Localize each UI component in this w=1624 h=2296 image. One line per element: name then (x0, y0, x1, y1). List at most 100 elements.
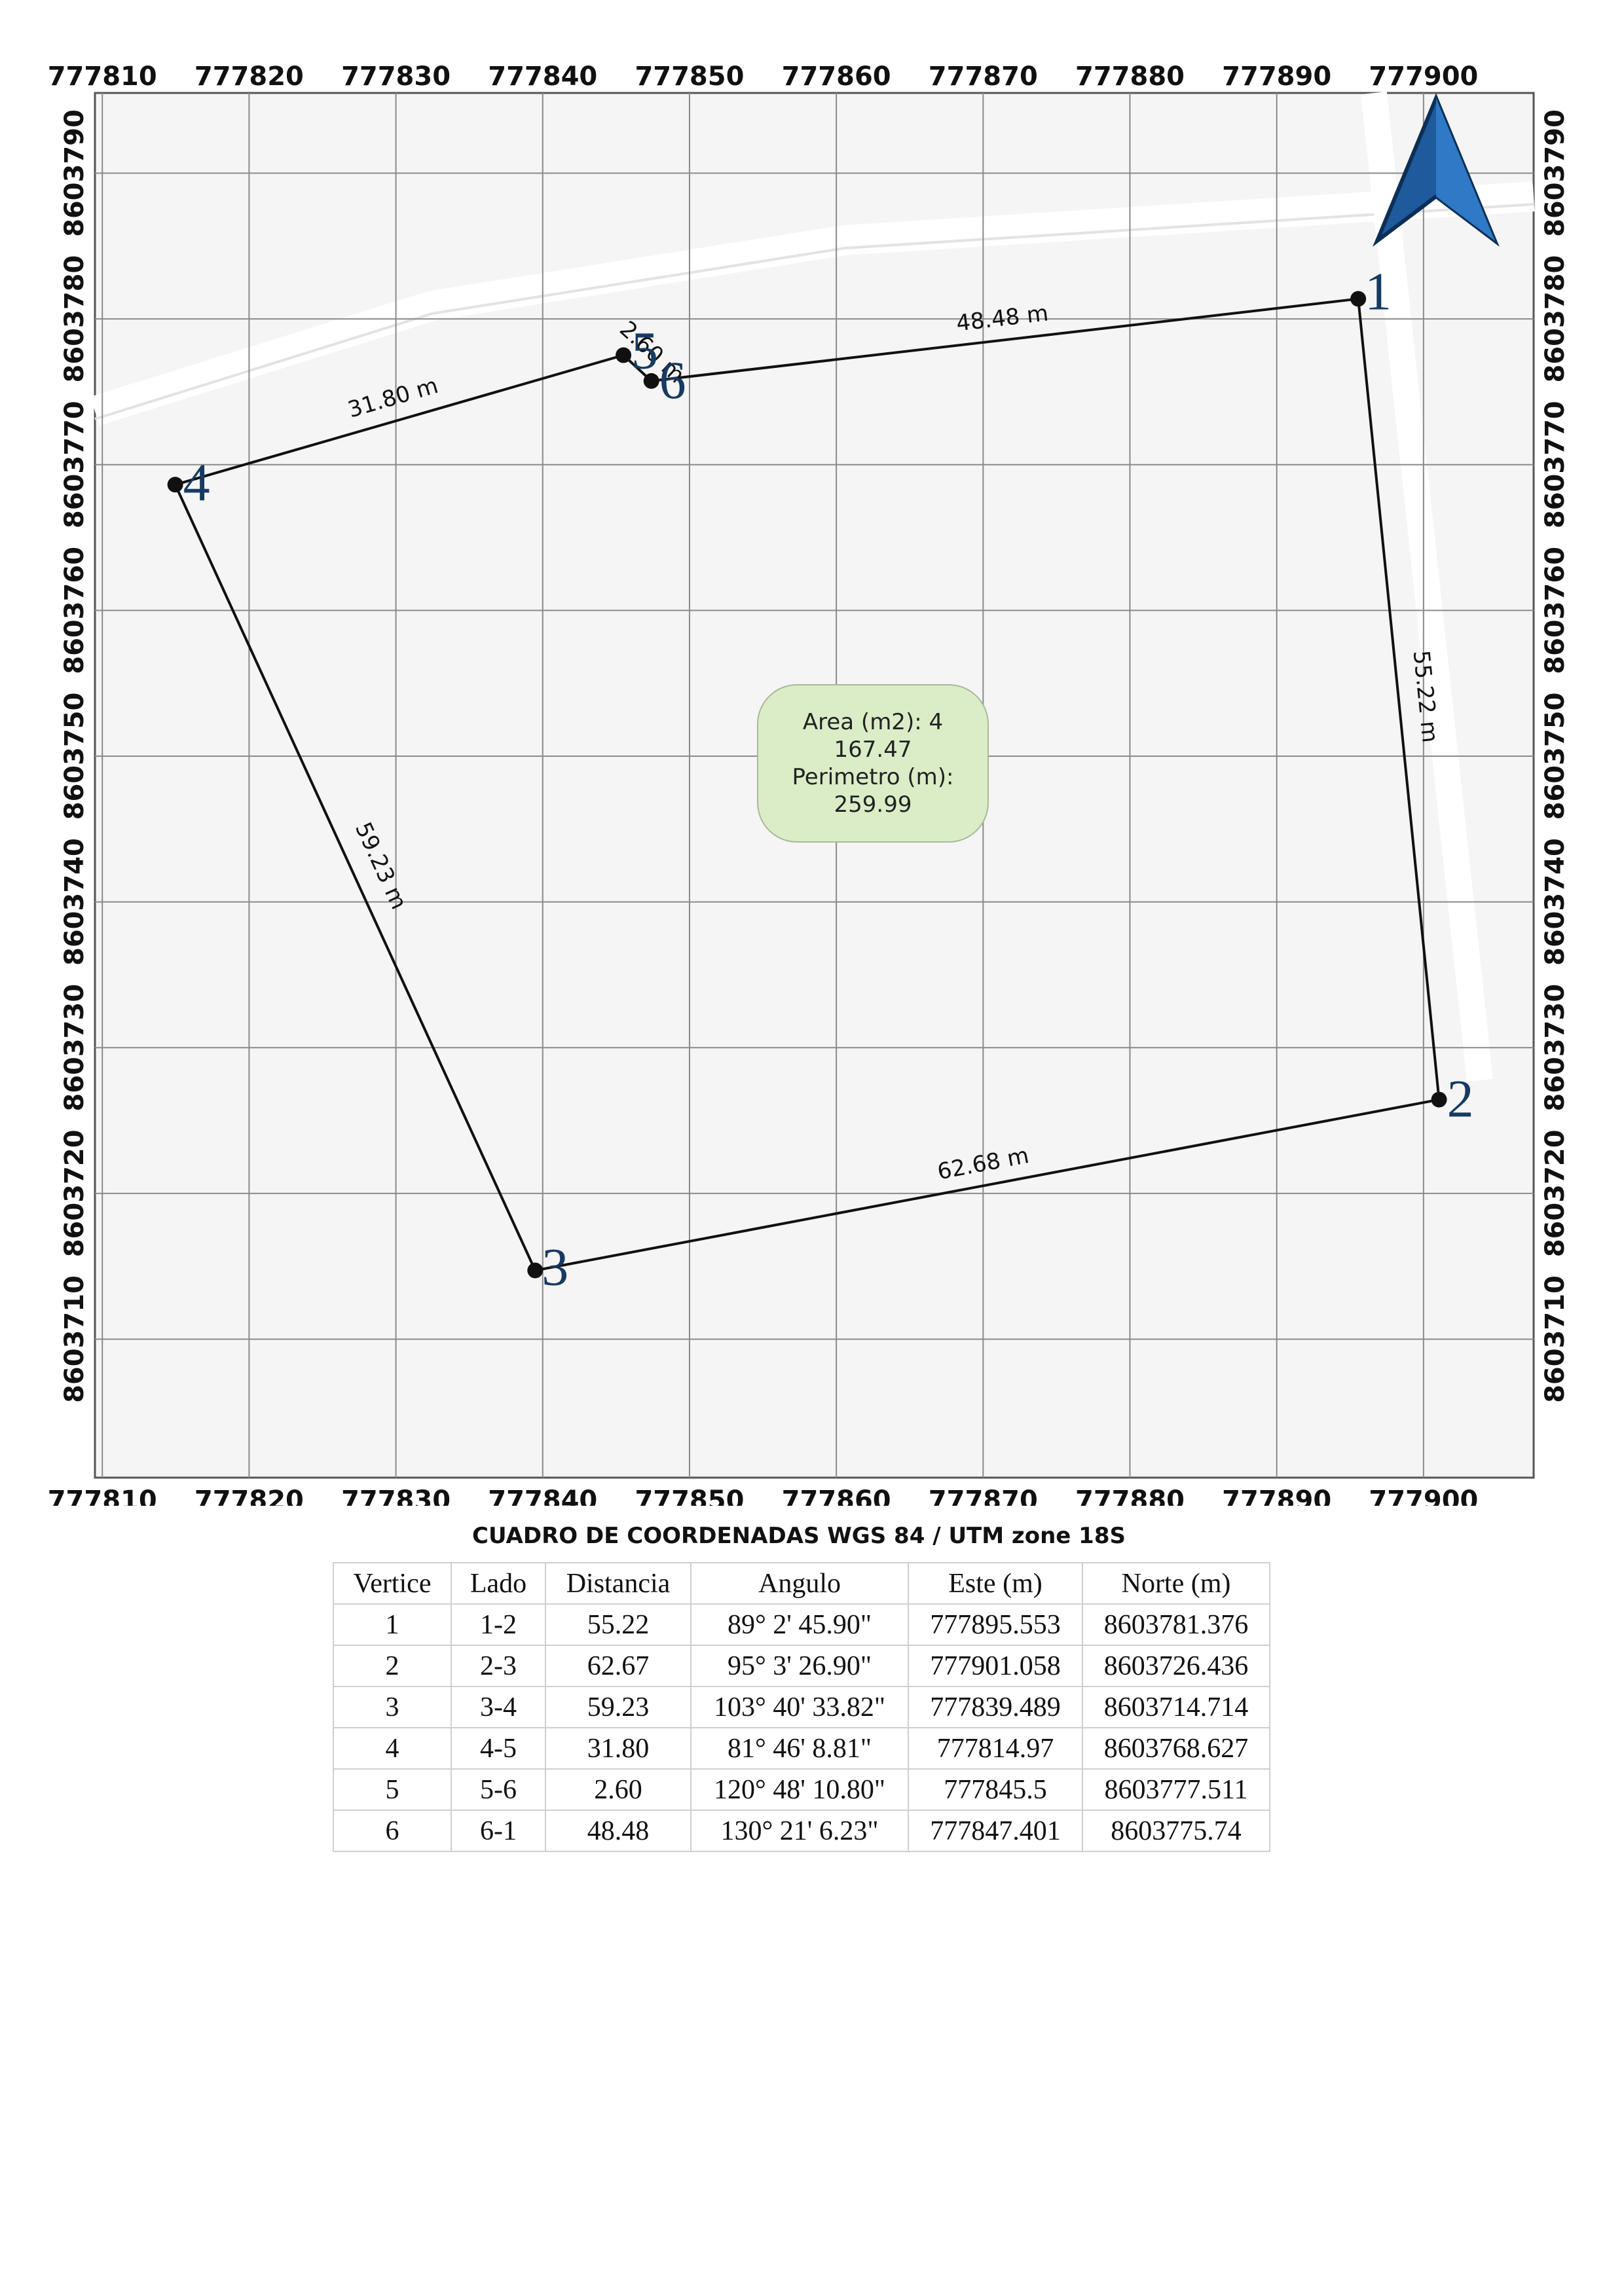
x-tick-labels-top: 777810 777820 777830 777840 777850 777860 7778… (48, 62, 1479, 92)
y-tick-right-8: 8603710 (1540, 1275, 1570, 1403)
x-tick-top-0: 777810 (48, 62, 157, 92)
x-tick-bottom-8: 777890 (1222, 1485, 1331, 1506)
table-cell: 6 (333, 1810, 452, 1852)
table-row: 4 4-5 31.80 81° 46' 8.81" 777814.97 8603768.6… (333, 1727, 1270, 1770)
y-tick-right-2: 8603770 (1540, 401, 1570, 528)
x-tick-bottom-4: 777850 (635, 1485, 744, 1506)
x-tick-bottom-1: 777820 (194, 1485, 304, 1506)
table-cell: 95° 3' 26.90" (690, 1645, 909, 1687)
y-tick-left-6: 8603730 (60, 984, 90, 1112)
table-cell: 4 (333, 1727, 452, 1770)
y-tick-right-7: 8603720 (1540, 1129, 1570, 1257)
table-cell: 1-2 (451, 1603, 546, 1646)
table-cell: 8603777.511 (1082, 1768, 1270, 1811)
y-tick-right-1: 8603780 (1540, 255, 1570, 383)
table-cell: 89° 2' 45.90" (690, 1603, 909, 1646)
table-cell: 130° 21' 6.23" (690, 1810, 909, 1852)
vertex-points (167, 291, 1447, 1279)
vertex-point-2 (1431, 1091, 1447, 1108)
map-canvas: 777810 777820 777830 777840 777850 777860 7778… (48, 62, 1570, 1506)
header-lado: Lado (451, 1562, 546, 1605)
x-tick-top-6: 777870 (929, 62, 1038, 92)
table-row: 3 3-4 59.23 103° 40' 33.82" 777839.489 860371… (333, 1686, 1270, 1728)
vertex-label-2: 2 (1447, 1069, 1474, 1129)
header-este: Este (m) (908, 1562, 1083, 1605)
vertex-labels: 1 2 3 4 5 6 (183, 261, 1474, 1296)
header-distancia: Distancia (545, 1562, 692, 1605)
x-tick-bottom-7: 777880 (1075, 1485, 1185, 1506)
table-cell: 8603775.74 (1082, 1810, 1270, 1852)
table-row: 2 2-3 62.67 95° 3' 26.90" 777901.058 8603726.… (333, 1645, 1270, 1687)
table-cell: 777814.97 (908, 1727, 1083, 1770)
y-tick-left-8: 8603710 (60, 1275, 90, 1403)
table-cell: 777839.489 (908, 1686, 1083, 1728)
table-cell: 55.22 (545, 1603, 692, 1646)
x-tick-bottom-5: 777860 (782, 1485, 891, 1506)
x-tick-top-7: 777880 (1075, 62, 1185, 92)
road-right (1361, 91, 1493, 1082)
coordinate-table: Vertice Lado Distancia Angulo Este (m) N… (333, 1562, 1270, 1852)
table-cell: 777847.401 (908, 1810, 1083, 1852)
table-cell: 777845.5 (908, 1768, 1083, 1811)
table-cell: 2-3 (451, 1645, 546, 1687)
header-angulo: Angulo (690, 1562, 909, 1605)
area-box-background (757, 684, 989, 843)
table-cell: 777895.553 (908, 1603, 1083, 1646)
table-cell: 81° 46' 8.81" (690, 1727, 909, 1770)
table-cell: 4-5 (451, 1727, 546, 1770)
area-label-box: Area (m2): 4 167.47 Perimetro (m): 259.9… (757, 684, 989, 843)
y-tick-right-0: 8603790 (1540, 109, 1570, 237)
vertex-label-4: 4 (183, 452, 210, 512)
table-header-row: Vertice Lado Distancia Angulo Este (m) N… (333, 1562, 1270, 1605)
table-cell: 3-4 (451, 1686, 546, 1728)
table-cell: 62.67 (545, 1645, 692, 1687)
table-cell: 120° 48' 10.80" (690, 1768, 909, 1811)
vertex-point-6 (643, 373, 659, 389)
road-upper (90, 181, 1535, 426)
table-row: 1 1-2 55.22 89° 2' 45.90" 777895.553 8603781.… (333, 1603, 1270, 1646)
y-tick-left-1: 8603780 (60, 255, 90, 383)
table-cell: 2.60 (545, 1768, 692, 1811)
header-norte: Norte (m) (1082, 1562, 1270, 1605)
y-tick-right-3: 8603760 (1540, 547, 1570, 674)
x-tick-top-8: 777890 (1222, 62, 1331, 92)
y-tick-right-5: 8603740 (1540, 838, 1570, 966)
table-cell: 8603714.714 (1082, 1686, 1270, 1728)
y-tick-left-2: 8603770 (60, 401, 90, 528)
table-cell: 2 (333, 1645, 452, 1687)
x-tick-bottom-0: 777810 (48, 1485, 157, 1506)
area-label-line2: 167.47 (834, 737, 912, 763)
north-arrow-icon (1373, 93, 1500, 247)
y-tick-left-0: 8603790 (60, 109, 90, 237)
vertex-point-3 (527, 1262, 544, 1279)
x-tick-top-3: 777840 (488, 62, 597, 92)
table-cell: 5-6 (451, 1768, 546, 1811)
y-tick-left-7: 8603720 (60, 1129, 90, 1257)
perimeter-label-line2: 259.99 (834, 792, 912, 818)
x-tick-top-2: 777830 (341, 62, 451, 92)
y-tick-left-3: 8603760 (60, 547, 90, 674)
table-cell: 8603726.436 (1082, 1645, 1270, 1687)
table-cell: 31.80 (545, 1727, 692, 1770)
table-cell: 777901.058 (908, 1645, 1083, 1687)
table-cell: 6-1 (451, 1810, 546, 1852)
x-tick-top-5: 777860 (782, 62, 891, 92)
area-label-line1: Area (m2): 4 (803, 709, 943, 735)
vertex-point-1 (1350, 291, 1367, 307)
table-cell: 59.23 (545, 1686, 692, 1728)
x-tick-bottom-9: 777900 (1369, 1485, 1478, 1506)
x-tick-bottom-3: 777840 (488, 1485, 597, 1506)
table-row: 6 6-1 48.48 130° 21' 6.23" 777847.401 8603775… (333, 1810, 1270, 1852)
coordinate-table-title: CUADRO DE COORDENADAS WGS 84 / UTM zone … (472, 1523, 1126, 1549)
road-layer (90, 91, 1535, 1082)
y-tick-right-4: 8603750 (1540, 693, 1570, 820)
y-tick-left-5: 8603740 (60, 838, 90, 966)
y-tick-labels-left: 8603790 8603780 8603770 8603760 8603750 86037… (60, 109, 90, 1403)
road-edge (94, 203, 1534, 420)
vertex-label-6: 6 (659, 350, 686, 410)
x-tick-bottom-6: 777870 (929, 1485, 1038, 1506)
vertex-point-4 (167, 477, 183, 493)
table-cell: 1 (333, 1603, 452, 1646)
y-tick-left-4: 8603750 (60, 693, 90, 820)
table-row: 5 5-6 2.60 120° 48' 10.80" 777845.5 8603777.5… (333, 1768, 1270, 1811)
